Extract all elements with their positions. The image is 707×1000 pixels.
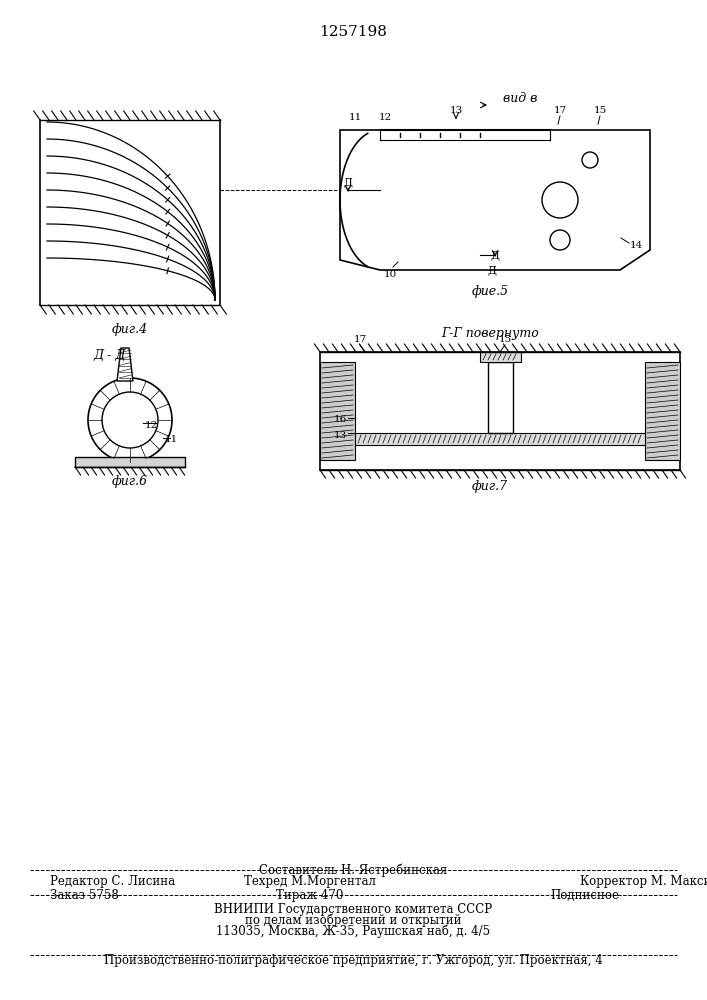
Text: 12: 12 xyxy=(378,113,392,122)
Bar xyxy=(320,362,355,460)
Text: Корректор М. Максимишинец,: Корректор М. Максимишинец, xyxy=(580,875,707,888)
Text: 113035, Москва, Ж-35, Раушская наб, д. 4/5: 113035, Москва, Ж-35, Раушская наб, д. 4… xyxy=(216,924,490,938)
Text: 12: 12 xyxy=(145,420,158,430)
Text: 16: 16 xyxy=(334,416,347,424)
Text: Г-Г повернуто: Г-Г повернуто xyxy=(441,327,539,340)
Text: вид в: вид в xyxy=(503,92,537,105)
Text: Составитель Н. Ястребинская: Составитель Н. Ястребинская xyxy=(259,863,447,877)
Text: 10: 10 xyxy=(383,270,397,279)
Text: 15: 15 xyxy=(593,106,607,115)
Text: Д: Д xyxy=(491,250,500,260)
Bar xyxy=(480,352,521,362)
Text: фиг.4: фиг.4 xyxy=(112,323,148,336)
Text: фиг.7: фиг.7 xyxy=(472,480,508,493)
Text: фие.5: фие.5 xyxy=(472,285,508,298)
Text: Заказ 5758: Заказ 5758 xyxy=(50,889,119,902)
Text: Тираж 470: Тираж 470 xyxy=(276,889,344,902)
Text: по делам изобретений и открытий: по делам изобретений и открытий xyxy=(245,914,461,927)
Text: 17: 17 xyxy=(554,106,566,115)
Text: ВНИИПИ Государственного комитета СССР: ВНИИПИ Государственного комитета СССР xyxy=(214,903,492,916)
Text: Производственно-полиграфическое предприятие, г. Ужгород, ул. Проектная, 4: Производственно-полиграфическое предприя… xyxy=(104,954,602,967)
Text: Редактор С. Лисина: Редактор С. Лисина xyxy=(50,875,175,888)
Text: Д: Д xyxy=(344,177,353,187)
Text: 17: 17 xyxy=(354,335,367,344)
Text: 15: 15 xyxy=(498,335,512,344)
Bar xyxy=(355,433,645,445)
Text: 14: 14 xyxy=(630,240,643,249)
Text: Д - Д: Д - Д xyxy=(94,349,127,362)
Text: 1257198: 1257198 xyxy=(319,25,387,39)
Text: 11: 11 xyxy=(349,113,361,122)
Text: фиг.6: фиг.6 xyxy=(112,475,148,488)
Bar xyxy=(645,362,680,460)
Polygon shape xyxy=(75,457,185,467)
Bar xyxy=(320,352,680,470)
Text: 11: 11 xyxy=(165,436,178,444)
Text: Техред М.Моргентал: Техред М.Моргентал xyxy=(244,875,376,888)
Text: 13: 13 xyxy=(334,430,347,440)
Text: 13: 13 xyxy=(450,106,462,115)
Bar xyxy=(488,362,513,433)
Polygon shape xyxy=(117,348,133,381)
Text: Подписное: Подписное xyxy=(550,889,619,902)
Text: Д: Д xyxy=(488,265,497,275)
